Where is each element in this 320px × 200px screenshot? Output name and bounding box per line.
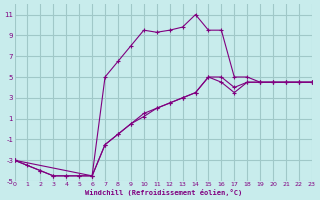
X-axis label: Windchill (Refroidissement éolien,°C): Windchill (Refroidissement éolien,°C) <box>84 189 242 196</box>
